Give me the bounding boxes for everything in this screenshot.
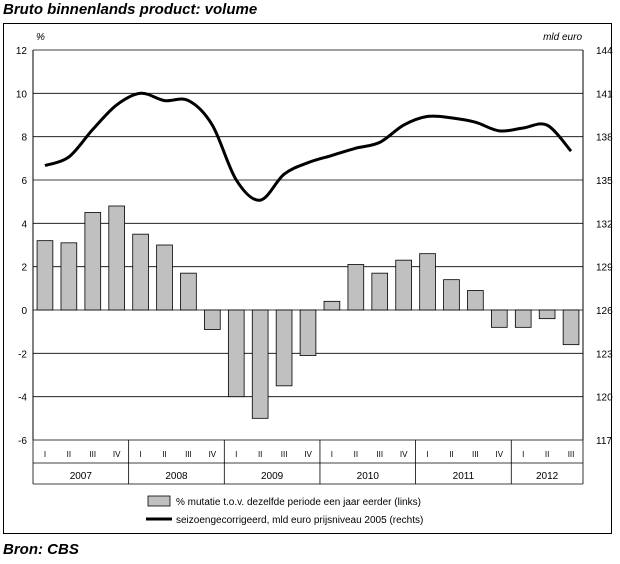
year-label: 2009 (261, 471, 284, 482)
quarter-label: II (67, 450, 71, 459)
year-label: 2010 (357, 471, 380, 482)
quarter-label: IV (209, 450, 217, 459)
left-tick-label: 4 (21, 219, 27, 230)
right-tick-label: 135 (596, 176, 613, 187)
right-tick-label: 132 (596, 219, 613, 230)
bar (323, 300, 341, 311)
quarter-label: II (449, 450, 453, 459)
quarter-label: II (545, 450, 549, 459)
quarter-label: I (235, 450, 237, 459)
legend-line-label: seizoengecorrigeerd, mld euro prijsnivea… (176, 515, 423, 526)
bar (299, 309, 317, 356)
year-label: 2007 (70, 471, 93, 482)
right-tick-label: 138 (596, 133, 613, 144)
bar (180, 272, 197, 311)
bar (371, 272, 389, 311)
year-label: 2011 (453, 471, 475, 482)
legend-bar-label: % mutatie t.o.v. dezelfde periode een ja… (176, 497, 421, 508)
axes: 12 144 10 141 8 138 6 135 4 132 2 129 0 126 -2 123 -4 120… (16, 46, 613, 447)
right-tick-label: 117 (596, 436, 612, 447)
bar (443, 279, 460, 311)
left-axis-unit: % (36, 32, 45, 43)
bar (491, 309, 508, 328)
legend-bar-swatch (147, 495, 171, 507)
quarter-label: I (522, 450, 524, 459)
left-tick-label: 8 (21, 133, 27, 144)
bar (84, 212, 102, 311)
quarter-label: II (162, 450, 166, 459)
right-tick-label: 141 (596, 89, 613, 100)
left-tick-label: 12 (16, 46, 28, 57)
quarter-label: IV (113, 450, 121, 459)
quarter-label: I (426, 450, 428, 459)
right-tick-label: 129 (596, 263, 613, 274)
bar (467, 290, 484, 311)
year-label: 2008 (165, 471, 188, 482)
quarter-label: I (331, 450, 333, 459)
left-tick-label: 0 (21, 306, 27, 317)
right-tick-label: 123 (596, 349, 613, 360)
left-tick-label: 6 (21, 176, 27, 187)
quarter-label: IV (304, 450, 312, 459)
source-note: Bron: CBS (3, 541, 79, 558)
bar (562, 309, 580, 346)
bar (275, 309, 293, 387)
bar (514, 309, 532, 328)
bar (156, 244, 173, 311)
bar (36, 240, 54, 311)
left-tick-label: -6 (18, 436, 27, 447)
bar (108, 205, 125, 311)
quarter-label: I (44, 450, 46, 459)
quarter-label: IV (496, 450, 504, 459)
bar (251, 309, 269, 419)
quarter-label: III (472, 450, 479, 459)
quarter-label: I (139, 450, 141, 459)
left-tick-label: -2 (18, 349, 27, 360)
quarter-label: III (281, 450, 288, 459)
left-tick-label: -4 (18, 393, 27, 404)
year-label: 2012 (536, 471, 559, 482)
bar (538, 309, 556, 320)
bar (204, 309, 221, 330)
bar (395, 259, 412, 311)
quarter-label: II (354, 450, 358, 459)
bar (419, 253, 436, 311)
quarter-label: II (258, 450, 262, 459)
chart-frame (3, 23, 612, 534)
legend: % mutatie t.o.v. dezelfde periode een ja… (146, 495, 423, 526)
line-path (44, 91, 573, 202)
line-series (44, 91, 573, 202)
bar (60, 242, 78, 311)
quarter-label: III (568, 450, 575, 459)
bar (132, 233, 149, 311)
left-tick-label: 2 (21, 263, 27, 274)
right-tick-label: 144 (596, 46, 613, 57)
bar (347, 264, 365, 311)
quarter-label: III (89, 450, 96, 459)
right-tick-label: 120 (596, 393, 613, 404)
chart-title: Bruto binnenlands product: volume (3, 1, 258, 18)
quarter-label: III (376, 450, 383, 459)
left-tick-label: 10 (16, 89, 28, 100)
quarter-label: III (185, 450, 192, 459)
x-axis: I II III IV I II III IV I II III IV I II III IV I II III IV… (32, 440, 584, 485)
right-axis-unit: mld euro (543, 32, 582, 43)
bar-series (36, 205, 580, 419)
bar (227, 309, 245, 398)
quarter-label: IV (400, 450, 408, 459)
right-tick-label: 126 (596, 306, 613, 317)
